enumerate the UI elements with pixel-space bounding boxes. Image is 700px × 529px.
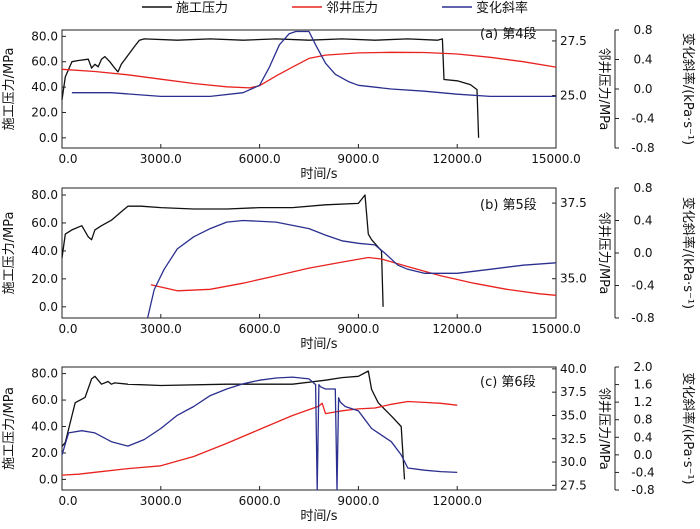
p2-far-tick-label: 0.0 xyxy=(633,448,652,462)
p2-far-axis-label: 变化斜率/(kPa·s⁻¹) xyxy=(680,372,696,484)
p0-left-tick-label: 20.0 xyxy=(31,105,58,119)
p1-far-axis-label: 变化斜率/(kPa·s⁻¹) xyxy=(680,197,696,309)
p1-x-tick-label: 6000.0 xyxy=(239,322,281,336)
p0-far-tick-label: 0.8 xyxy=(633,23,652,37)
panel-b: 0.0 3000.0 6000.0 9000.0 12000.0 15000.0 时间/s 0… xyxy=(2,181,696,352)
p1-right-tick-label: 37.5 xyxy=(560,196,587,210)
p1-far-tick-label: 0.0 xyxy=(633,246,652,260)
p0-far-axis-label: 变化斜率/(kPa·s⁻¹) xyxy=(680,33,696,145)
p1-left-axis-label: 施工压力/MPa xyxy=(2,212,17,295)
p0-right-tick-label: 27.5 xyxy=(560,34,587,48)
p0-construction-pressure-line xyxy=(61,38,480,138)
p0-left-axis-label: 施工压力/MPa xyxy=(2,48,17,131)
p2-far-tick-label: -0.8 xyxy=(631,483,654,497)
p2-x-tick-label: 6000.0 xyxy=(239,494,281,508)
p2-right-axis-label: 邻井压力/MPa xyxy=(596,387,611,470)
p1-far-tick-label: -0.8 xyxy=(631,311,654,325)
p2-right-tick-label: 35.0 xyxy=(560,408,587,422)
p2-far-tick-label: -0.4 xyxy=(631,465,654,479)
p2-left-tick-label: 60.0 xyxy=(31,393,58,407)
p0-x-tick-label: 6000.0 xyxy=(239,152,281,166)
p1-x-tick-label: 3000.0 xyxy=(140,322,182,336)
p0-far-tick-label: 0.4 xyxy=(633,53,652,67)
p2-left-tick-label: 20.0 xyxy=(31,446,58,460)
p2-far-tick-label: 1.6 xyxy=(633,378,652,392)
p2-change-slope-line xyxy=(61,376,458,491)
p2-adjacent-well-pressure-line xyxy=(61,400,458,476)
p2-construction-pressure-line xyxy=(61,370,406,480)
p1-x-tick-label: 0.0 xyxy=(58,322,77,336)
p0-plot-frame xyxy=(61,29,557,149)
panel-a: 0.0 3000.0 6000.0 9000.0 12000.0 15000.0 时间/s 0… xyxy=(2,23,696,182)
p2-x-tick-label: 12000.0 xyxy=(432,494,482,508)
p1-x-tick-label: 9000.0 xyxy=(337,322,379,336)
p2-left-tick-label: 0.0 xyxy=(39,472,58,486)
p1-construction-pressure-line xyxy=(61,194,384,307)
legend-label-change-slope: 变化斜率 xyxy=(476,0,528,16)
p2-x-axis-label: 时间/s xyxy=(300,509,337,524)
p0-far-tick-label: -0.4 xyxy=(631,112,654,126)
p1-left-tick-label: 40.0 xyxy=(31,244,58,258)
p0-far-tick-label: 0.0 xyxy=(633,82,652,96)
p2-far-tick-label: 2.0 xyxy=(633,360,652,374)
p0-panel-title: (a) 第4段 xyxy=(480,27,537,42)
p1-change-slope-line xyxy=(146,219,557,319)
p1-x-tick-label: 12000.0 xyxy=(432,322,482,336)
p2-left-tick-label: 40.0 xyxy=(31,420,58,434)
legend: 施工压力 邻井压力 变化斜率 xyxy=(142,0,528,16)
p0-left-tick-label: 0.0 xyxy=(39,131,58,145)
p1-left-tick-label: 60.0 xyxy=(31,216,58,230)
p1-adjacent-well-pressure-line xyxy=(150,256,557,296)
p2-x-tick-label: 9000.0 xyxy=(337,494,379,508)
p0-adjacent-well-pressure-line xyxy=(61,51,557,89)
p0-x-axis-label: 时间/s xyxy=(300,167,337,182)
p1-far-tick-label: 0.8 xyxy=(633,181,652,195)
p1-right-tick-label: 35.0 xyxy=(560,272,587,286)
p2-far-tick-label: 1.2 xyxy=(633,395,652,409)
p1-x-axis-label: 时间/s xyxy=(300,337,337,352)
p0-x-tick-label: 12000.0 xyxy=(432,152,482,166)
p0-x-tick-label: 3000.0 xyxy=(140,152,182,166)
p2-left-axis-label: 施工压力/MPa xyxy=(2,387,17,470)
p2-left-tick-label: 80.0 xyxy=(31,367,58,381)
legend-label-adjacent-well-pressure: 邻井压力 xyxy=(326,1,378,16)
p0-left-tick-label: 80.0 xyxy=(31,29,58,43)
p1-panel-title: (b) 第5段 xyxy=(480,198,537,213)
p2-plot-frame xyxy=(61,366,557,491)
p2-right-tick-label: 30.0 xyxy=(560,455,587,469)
p2-far-tick-label: 0.4 xyxy=(633,430,652,444)
p0-change-slope-line xyxy=(71,30,556,98)
p0-x-tick-label: 15000.0 xyxy=(531,152,581,166)
p1-left-tick-label: 20.0 xyxy=(31,272,58,286)
p1-x-tick-label: 15000.0 xyxy=(531,322,581,336)
p1-plot-frame xyxy=(61,187,557,319)
p1-right-axis-label: 邻井压力/MPa xyxy=(596,212,611,295)
p2-far-tick-label: 0.8 xyxy=(633,413,652,427)
p1-far-tick-label: -0.4 xyxy=(631,279,654,293)
p2-right-tick-label: 27.5 xyxy=(560,478,587,492)
p1-far-tick-label: 0.4 xyxy=(633,214,652,228)
p2-x-tick-label: 0.0 xyxy=(58,494,77,508)
p2-right-tick-label: 40.0 xyxy=(560,362,587,376)
legend-label-construction-pressure: 施工压力 xyxy=(176,1,228,16)
p2-right-tick-label: 37.5 xyxy=(560,385,587,399)
p0-x-tick-label: 9000.0 xyxy=(337,152,379,166)
p0-right-tick-label: 25.0 xyxy=(560,89,587,103)
panel-c: 0.0 3000.0 6000.0 9000.0 12000.0 时间/s 0.0 20.0 4… xyxy=(2,360,696,524)
p0-right-axis-label: 邻井压力/MPa xyxy=(596,48,611,131)
p2-x-tick-label: 3000.0 xyxy=(140,494,182,508)
p2-panel-title: (c) 第6段 xyxy=(480,375,536,390)
p2-right-tick-label: 32.5 xyxy=(560,432,587,446)
p0-x-tick-label: 0.0 xyxy=(58,152,77,166)
p0-left-tick-label: 40.0 xyxy=(31,80,58,94)
p0-left-tick-label: 60.0 xyxy=(31,55,58,69)
p1-left-tick-label: 0.0 xyxy=(39,300,58,314)
p0-far-tick-label: -0.8 xyxy=(631,141,654,155)
p1-left-tick-label: 80.0 xyxy=(31,188,58,202)
